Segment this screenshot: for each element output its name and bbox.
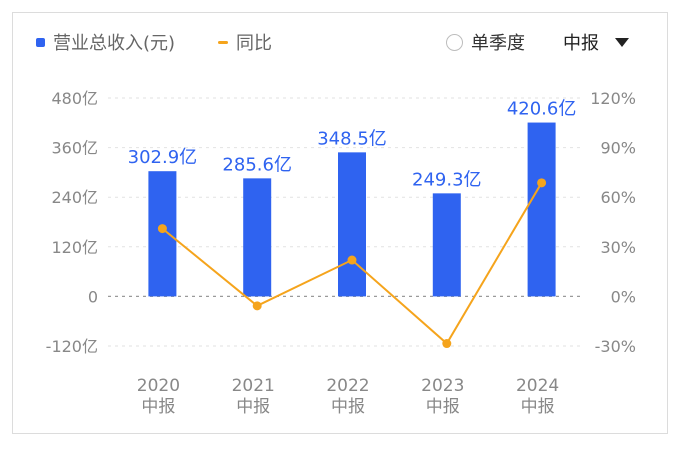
revenue-bar [338,152,366,297]
revenue-data-label: 285.6亿 [222,154,292,175]
quarter-toggle-label: 单季度 [471,33,525,54]
yoy-swatch [218,40,228,44]
revenue-data-label: 348.5亿 [317,128,387,149]
yoy-point [442,339,452,349]
revenue-data-label: 249.3亿 [412,169,482,190]
legend-revenue-label: 营业总收入(元) [53,33,176,54]
y-right-tick-label: -30% [595,337,636,356]
y-left-tick-label: 480亿 [51,89,98,108]
x-tick-label-period: 中报 [426,397,460,417]
y-right-tick-label: 120% [590,89,636,108]
quarter-toggle[interactable]: 单季度 [446,28,525,56]
x-tick-label-year: 2023 [421,376,464,396]
y-left-tick-label: 0 [88,287,98,306]
revenue-bar [148,171,177,297]
y-right-tick-label: 30% [600,238,636,257]
y-right-tick-label: 0% [611,287,636,306]
y-left-tick-label: -120亿 [46,337,98,356]
x-tick-label-period: 中报 [521,397,555,417]
yoy-point [347,255,357,265]
x-tick-label-year: 2020 [137,376,180,396]
revenue-bar [243,178,272,297]
legend-item-revenue[interactable]: 营业总收入(元) [36,28,175,56]
period-dropdown-label: 中报 [563,33,599,54]
triangle-down-icon[interactable] [615,37,629,47]
y-right-tick-label: 90% [600,139,636,158]
yoy-point [537,178,547,188]
chart-legend: 营业总收入(元) 同比 单季度 中报 [0,28,684,56]
x-tick-label-year: 2024 [516,376,559,396]
revenue-data-label: 302.9亿 [128,147,198,168]
revenue-bar [527,122,556,297]
y-left-tick-label: 120亿 [51,238,98,257]
x-tick-label-year: 2022 [326,376,369,396]
legend-item-yoy[interactable]: 同比 [218,28,272,56]
x-tick-label-period: 中报 [141,397,175,417]
yoy-point [157,224,167,234]
y-left-tick-label: 360亿 [51,139,98,158]
revenue-bar [432,193,461,297]
legend-yoy-label: 同比 [236,33,272,54]
y-right-tick-label: 60% [600,188,636,207]
revenue-swatch [36,37,45,47]
yoy-point [252,301,262,311]
revenue-data-label: 420.6亿 [507,99,577,120]
x-tick-label-period: 中报 [331,397,365,417]
x-tick-label-period: 中报 [236,397,270,417]
y-left-tick-label: 240亿 [51,188,98,207]
x-tick-label-year: 2021 [232,376,275,396]
radio-empty-icon[interactable] [446,33,463,51]
period-dropdown[interactable]: 中报 [563,28,629,56]
